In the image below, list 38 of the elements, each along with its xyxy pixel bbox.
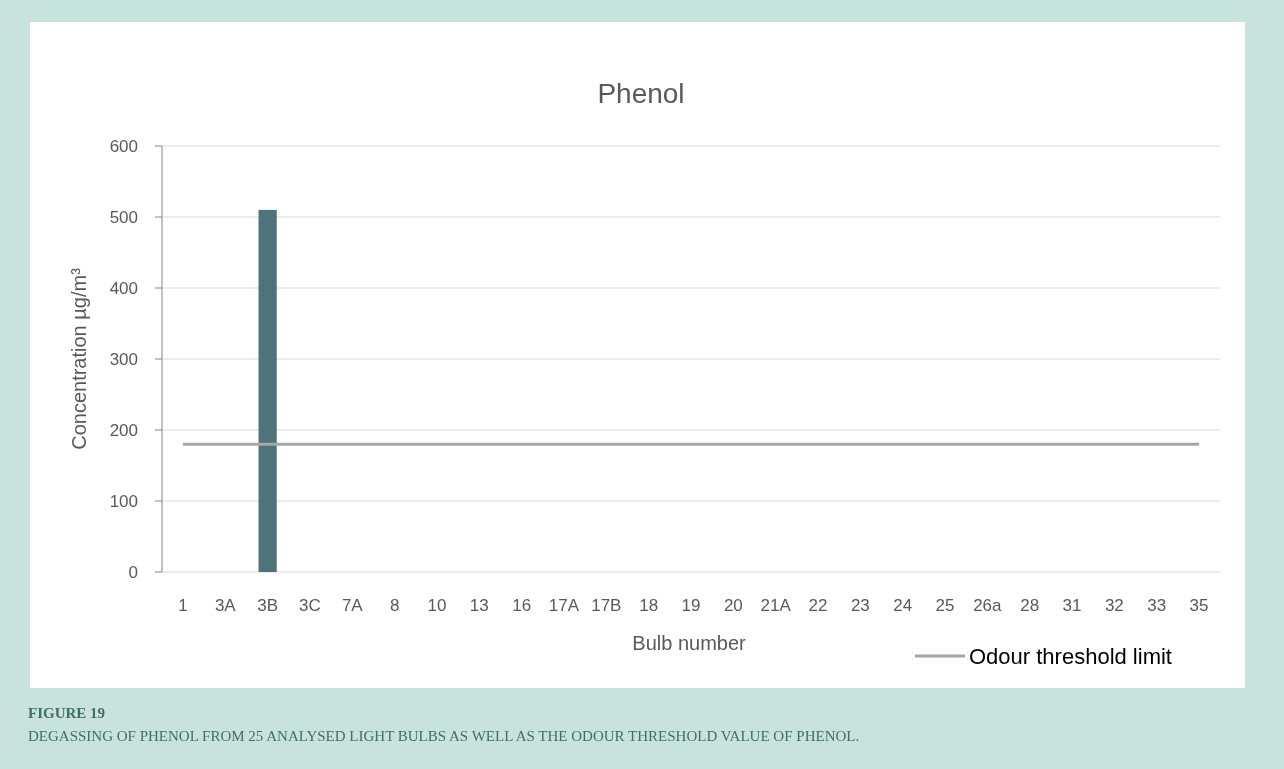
x-tick-label: 26a — [973, 596, 1003, 615]
x-tick-label: 1 — [178, 596, 188, 615]
x-tick-label: 17A — [548, 596, 580, 615]
y-tick-label: 200 — [109, 421, 138, 440]
caption: FIGURE 19 — [28, 705, 106, 721]
x-tick-label: 18 — [639, 596, 659, 615]
x-tick-label: 31 — [1062, 596, 1082, 615]
y-tick-label: 300 — [109, 350, 138, 369]
y-tick-label: 400 — [109, 279, 138, 298]
legend-label: Odour threshold limit — [969, 644, 1172, 669]
x-tick-label: 22 — [808, 596, 828, 615]
x-tick-label: 19 — [681, 596, 701, 615]
x-tick-label: 16 — [512, 596, 532, 615]
x-tick-label: 28 — [1020, 596, 1040, 615]
x-tick-label: 17B — [591, 596, 622, 615]
x-tick-label: 8 — [389, 596, 400, 615]
x-tick-label: 13 — [469, 596, 489, 615]
x-tick-label: 7A — [341, 596, 364, 615]
y-tick-label: 0 — [128, 563, 138, 582]
x-tick-label: 10 — [427, 596, 447, 615]
x-tick-label: 33 — [1147, 596, 1167, 615]
x-tick-label: 24 — [893, 596, 913, 615]
x-tick-label: 25 — [935, 596, 955, 615]
x-tick-label: 35 — [1189, 596, 1209, 615]
x-tick-label: 3C — [299, 596, 321, 615]
chart-title: Phenol — [597, 78, 685, 109]
x-tick-label: 21A — [760, 596, 792, 615]
y-tick-label: 600 — [109, 137, 138, 156]
x-tick-label: 3A — [214, 596, 237, 615]
x-tick-label: 32 — [1104, 596, 1124, 615]
y-tick-label: 500 — [109, 208, 138, 227]
y-axis-title: Concentration µg/m³ — [68, 267, 90, 450]
y-tick-label: 100 — [109, 492, 138, 511]
x-axis-title: Bulb number — [632, 632, 747, 654]
x-tick-label: 23 — [850, 596, 870, 615]
x-tick-label: 20 — [723, 596, 743, 615]
x-tick-label: 3B — [257, 596, 279, 615]
text: DEGASSING OF PHENOL FROM 25 ANALYSED LIGHT BULBS AS WELL AS THE ODOUR THRESHOLD VALUE OF PHENOL. — [28, 728, 860, 744]
